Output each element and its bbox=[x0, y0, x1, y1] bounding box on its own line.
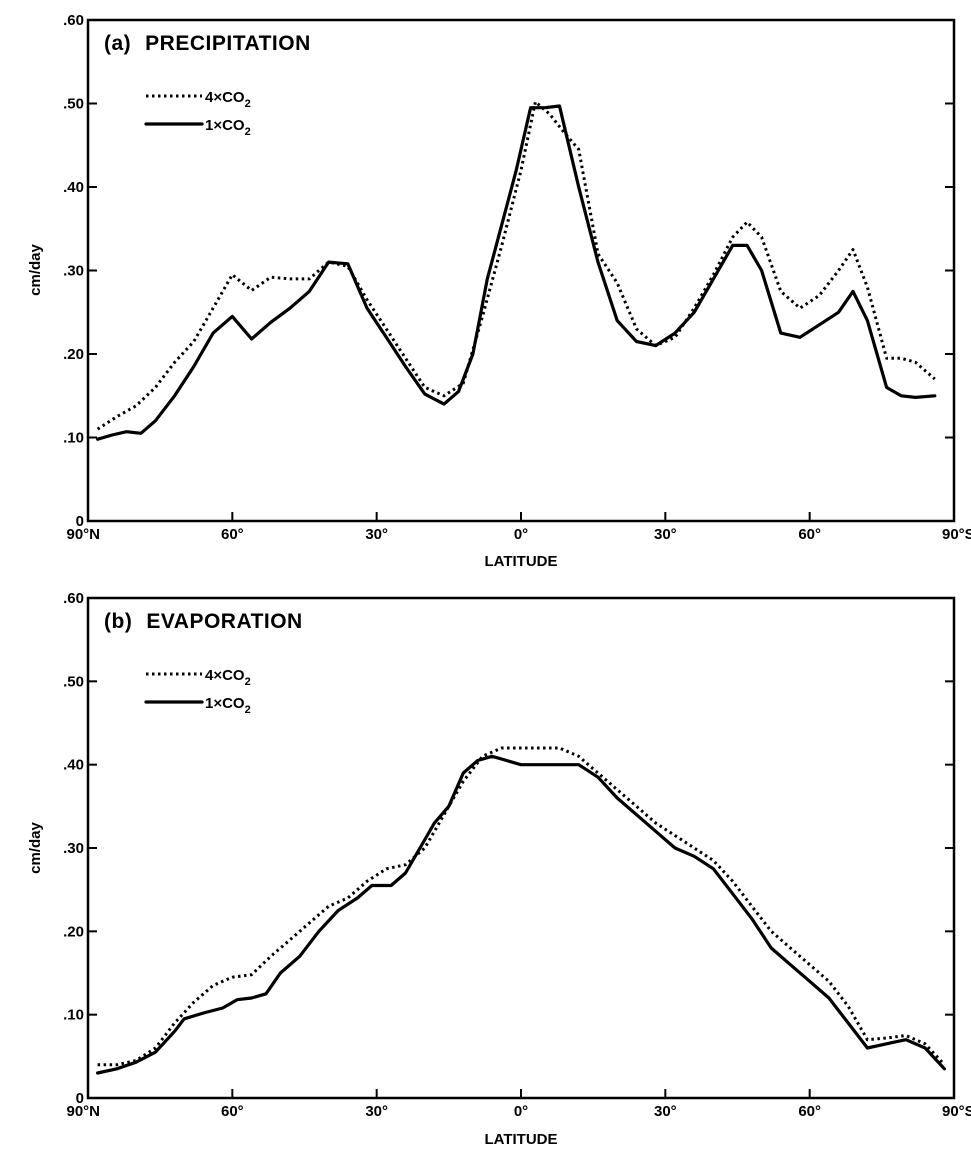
x-tick-label: 30° bbox=[365, 1103, 388, 1120]
y-tick-label: .40 bbox=[63, 179, 84, 196]
x-tick-label: 0° bbox=[514, 526, 528, 543]
panel-title-text: EVAPORATION bbox=[146, 610, 302, 633]
y-tick-label: 0 bbox=[76, 1090, 84, 1107]
axis-ticks: 0 .10 .20 .30 .40 .50 .60 90°N 60° 30° 0° 30° 60° 90°… bbox=[63, 590, 971, 1120]
y-tick-label: .10 bbox=[63, 1007, 84, 1024]
y-tick-label: .50 bbox=[63, 96, 84, 113]
x-tick-label: 30° bbox=[654, 1103, 677, 1120]
y-tick-label: .60 bbox=[63, 590, 84, 607]
series-line-1xco2 bbox=[96, 754, 946, 1075]
x-tick-label: 60° bbox=[221, 1103, 244, 1120]
panel-title: (a) PRECIPITATION bbox=[104, 32, 311, 55]
panel-title-text: PRECIPITATION bbox=[145, 32, 311, 55]
axis-ticks: 0 .10 .20 .30 .40 .50 .60 90°N 60° 30° 0° 30° 60° 90°… bbox=[63, 12, 971, 543]
x-tick-label: 30° bbox=[654, 526, 677, 543]
legend-label-1xco2: 1×CO2 bbox=[205, 695, 251, 716]
y-tick-label: .60 bbox=[63, 12, 84, 29]
x-tick-label: 90°S bbox=[942, 526, 971, 543]
x-axis-label: LATITUDE bbox=[484, 1131, 557, 1148]
x-tick-label: 90°N bbox=[66, 1103, 100, 1120]
y-tick-label: .30 bbox=[63, 263, 84, 280]
y-tick-label: .20 bbox=[63, 346, 84, 363]
x-tick-label: 90°N bbox=[66, 526, 100, 543]
x-tick-label: 30° bbox=[365, 526, 388, 543]
series-line-1xco2 bbox=[96, 104, 937, 441]
series-lines bbox=[96, 100, 937, 441]
series-line-4xco2 bbox=[96, 100, 936, 431]
precipitation-chart: 0 .10 .20 .30 .40 .50 .60 90°N 60° 30° 0° 30° 60° 90°… bbox=[27, 12, 971, 570]
legend-label-4xco2: 4×CO2 bbox=[205, 667, 251, 688]
legend: 4×CO2 1×CO2 bbox=[144, 89, 251, 138]
x-axis-label: LATITUDE bbox=[484, 553, 557, 570]
y-tick-label: .30 bbox=[63, 840, 84, 857]
y-tick-label: 0 bbox=[76, 513, 84, 530]
y-tick-label: .20 bbox=[63, 923, 84, 940]
y-tick-label: .10 bbox=[63, 430, 84, 447]
series-line-4xco2 bbox=[97, 746, 946, 1067]
series-lines bbox=[96, 746, 946, 1075]
y-tick-label: .40 bbox=[63, 757, 84, 774]
x-tick-label: 60° bbox=[221, 526, 244, 543]
y-axis-label: cm/day bbox=[27, 821, 44, 873]
evaporation-chart: 0 .10 .20 .30 .40 .50 .60 90°N 60° 30° 0° 30° 60° 90°… bbox=[27, 590, 971, 1148]
x-tick-label: 60° bbox=[798, 1103, 821, 1120]
legend: 4×CO2 1×CO2 bbox=[144, 667, 251, 716]
y-axis-label: cm/day bbox=[27, 243, 44, 295]
y-tick-label: .50 bbox=[63, 673, 84, 690]
legend-label-1xco2: 1×CO2 bbox=[205, 117, 251, 138]
panel-label: (b) bbox=[104, 610, 132, 633]
legend-label-4xco2: 4×CO2 bbox=[205, 89, 251, 110]
x-tick-label: 60° bbox=[798, 526, 821, 543]
x-tick-label: 90°S bbox=[942, 1103, 971, 1120]
x-tick-label: 0° bbox=[514, 1103, 528, 1120]
panel-label: (a) bbox=[104, 32, 131, 55]
panel-title: (b) EVAPORATION bbox=[104, 610, 303, 633]
